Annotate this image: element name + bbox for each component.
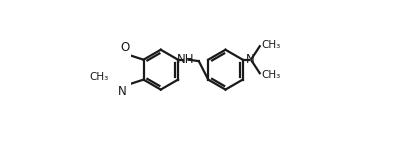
Text: CH₃: CH₃ <box>90 72 109 83</box>
Text: N: N <box>246 53 255 66</box>
Text: O: O <box>120 41 129 54</box>
Text: CH₃: CH₃ <box>261 70 280 80</box>
Text: N: N <box>118 85 127 98</box>
Text: CH₃: CH₃ <box>261 40 280 50</box>
Text: NH: NH <box>177 53 195 66</box>
